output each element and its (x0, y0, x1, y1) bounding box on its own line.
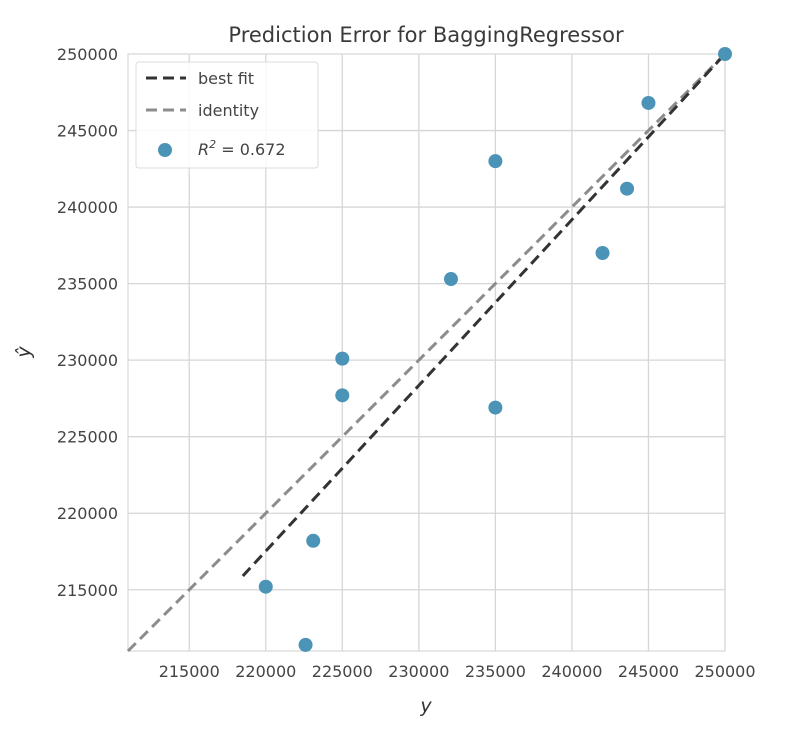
legend-best-fit-label: best fit (198, 69, 254, 88)
y-tick-labels: 215000 220000 225000 230000 235000 240000 2450… (57, 45, 118, 600)
data-point (298, 637, 313, 652)
y-tick-label: 250000 (57, 45, 118, 64)
chart-title: Prediction Error for BaggingRegressor (228, 23, 624, 47)
data-point (335, 351, 350, 366)
y-tick-label: 245000 (57, 122, 118, 141)
x-tick-label: 250000 (694, 662, 755, 681)
x-axis-label: y (419, 695, 432, 717)
legend-r2-value: = 0.672 (216, 140, 285, 159)
legend: best fit identity R2 = 0.672 (135, 61, 319, 169)
data-point (258, 579, 273, 594)
y-tick-label: 225000 (57, 428, 118, 447)
data-point (595, 246, 610, 260)
identity-line (126, 52, 727, 653)
grid (128, 53, 726, 651)
y-tick-label: 215000 (57, 581, 118, 600)
y-axis-label: ŷ (13, 346, 35, 359)
x-tick-label: 225000 (312, 662, 373, 681)
data-point (306, 533, 321, 548)
x-tick-labels: 215000 220000 225000 230000 235000 240000 2450… (159, 662, 756, 681)
y-tick-label: 235000 (57, 275, 118, 294)
x-tick-label: 215000 (159, 662, 220, 681)
y-tick-label: 240000 (57, 198, 118, 217)
data-point (488, 154, 503, 169)
data-point (443, 272, 458, 287)
x-tick-label: 245000 (618, 662, 679, 681)
x-tick-label: 220000 (235, 662, 296, 681)
data-point (718, 47, 732, 61)
x-tick-label: 235000 (465, 662, 526, 681)
data-point (335, 388, 350, 403)
legend-points-swatch (158, 143, 172, 157)
y-tick-label: 230000 (57, 351, 118, 370)
legend-r2-label: R2 = 0.672 (198, 138, 286, 159)
data-point (620, 181, 635, 196)
y-tick-label: 220000 (57, 504, 118, 523)
legend-box (135, 61, 319, 169)
data-point (488, 400, 503, 415)
data-points (258, 47, 732, 652)
x-tick-label: 230000 (388, 662, 449, 681)
legend-r2-superscript: 2 (209, 138, 216, 151)
legend-identity-label: identity (198, 101, 259, 120)
data-point (641, 95, 656, 110)
x-tick-label: 240000 (541, 662, 602, 681)
legend-r2-symbol: R (198, 140, 209, 159)
